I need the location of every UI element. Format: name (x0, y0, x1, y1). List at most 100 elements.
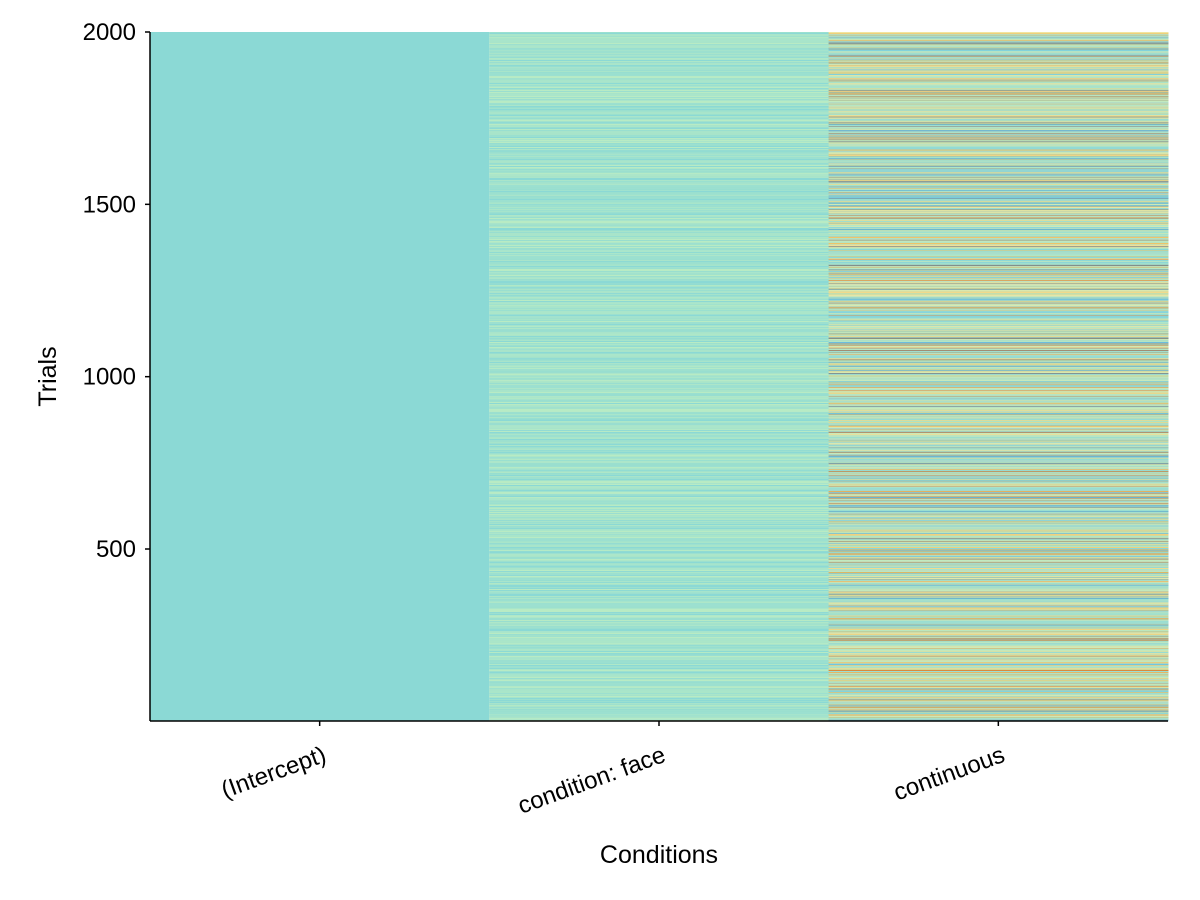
heatmap-cell (489, 32, 830, 33)
heatmap-cell (828, 97, 1169, 99)
heatmap-cell (828, 435, 1169, 437)
heatmap-cell (828, 523, 1169, 525)
heatmap-cell (489, 373, 830, 376)
heatmap-cell (828, 382, 1169, 384)
heatmap-cell (489, 300, 830, 303)
heatmap-cell (489, 414, 830, 416)
heatmap-cell (489, 309, 830, 310)
heatmap-cell (489, 415, 830, 417)
heatmap-cell (489, 486, 830, 488)
heatmap-cell (489, 280, 830, 284)
heatmap-cell (489, 600, 830, 601)
heatmap-cell (489, 520, 830, 522)
heatmap-cell (828, 521, 1169, 522)
heatmap-cell (828, 645, 1169, 646)
heatmap-cell (489, 68, 830, 70)
heatmap-cell (828, 562, 1169, 564)
heatmap-cell (489, 717, 830, 719)
heatmap-cell (828, 130, 1169, 131)
heatmap-cell (828, 42, 1169, 44)
heatmap-cell (828, 562, 1169, 564)
heatmap-cell (489, 69, 830, 71)
heatmap-cell (828, 593, 1169, 595)
heatmap-cell (489, 435, 830, 436)
heatmap-cell (828, 670, 1169, 672)
heatmap-cell (828, 517, 1169, 518)
heatmap-cell (489, 617, 830, 619)
heatmap-cell (489, 623, 830, 625)
heatmap-cell (828, 275, 1169, 276)
heatmap-cell (489, 711, 830, 713)
heatmap-cell (828, 92, 1169, 94)
heatmap-cell (828, 555, 1169, 557)
heatmap-cell (828, 501, 1169, 503)
heatmap-cell (828, 507, 1169, 509)
heatmap-cell (828, 183, 1169, 185)
heatmap-cell (828, 219, 1169, 221)
heatmap-cell (828, 539, 1169, 541)
heatmap-cell (828, 383, 1169, 385)
heatmap-cell (828, 390, 1169, 392)
heatmap-cell (489, 185, 830, 187)
heatmap-cell (489, 302, 830, 304)
heatmap-cell (828, 284, 1169, 285)
heatmap-cell (828, 308, 1169, 310)
heatmap-cell (489, 116, 830, 118)
heatmap-cell (828, 350, 1169, 351)
heatmap-cell (828, 557, 1169, 558)
heatmap-cell (828, 596, 1169, 597)
heatmap-cell (828, 176, 1169, 178)
heatmap-cell (828, 647, 1169, 649)
heatmap-cell (828, 164, 1169, 166)
heatmap-cell (828, 132, 1169, 134)
heatmap-cell (489, 464, 830, 466)
heatmap-cell (828, 368, 1169, 370)
heatmap-cell (828, 388, 1169, 390)
heatmap-cell (828, 392, 1169, 394)
heatmap-cell (489, 565, 830, 566)
heatmap-cell (828, 652, 1169, 654)
heatmap-cell (489, 40, 830, 41)
heatmap-cell (489, 270, 830, 272)
heatmap-cell (828, 201, 1169, 203)
heatmap-cell (828, 557, 1169, 559)
heatmap-cell (489, 157, 830, 159)
heatmap-cell (828, 198, 1169, 199)
heatmap-cell (828, 650, 1169, 652)
heatmap-cell (489, 279, 830, 280)
heatmap-cell (828, 548, 1169, 550)
y-tick-label: 500 (96, 536, 136, 563)
heatmap-cell (489, 478, 830, 481)
heatmap-cell (828, 448, 1169, 450)
heatmap-cell (828, 133, 1169, 135)
heatmap-cell (489, 515, 830, 517)
heatmap-cell (489, 712, 830, 714)
heatmap-cell (828, 473, 1169, 474)
heatmap-cell (828, 168, 1169, 169)
heatmap-cell (828, 619, 1169, 621)
heatmap-cell (489, 259, 830, 260)
heatmap-cell (828, 649, 1169, 651)
heatmap-cell (828, 676, 1169, 677)
heatmap-cell (828, 343, 1169, 345)
heatmap-cell (489, 67, 830, 69)
heatmap-cell (828, 461, 1169, 462)
heatmap-cell (489, 501, 830, 502)
heatmap-cell (489, 265, 830, 268)
heatmap-cell (828, 549, 1169, 551)
heatmap-cell (489, 414, 830, 416)
heatmap-cell (828, 220, 1169, 222)
heatmap-cell (828, 235, 1169, 236)
heatmap-cell (489, 79, 830, 81)
heatmap-cell (489, 485, 830, 487)
heatmap-cell (489, 54, 830, 55)
heatmap-cell (828, 351, 1169, 352)
heatmap-cell (828, 661, 1169, 662)
heatmap-cell (828, 352, 1169, 354)
heatmap-cell (828, 232, 1169, 234)
heatmap-cell (828, 47, 1169, 49)
heatmap-cell (828, 157, 1169, 159)
heatmap-cell (489, 428, 830, 430)
heatmap-cell (828, 67, 1169, 69)
heatmap-cell (489, 386, 830, 388)
